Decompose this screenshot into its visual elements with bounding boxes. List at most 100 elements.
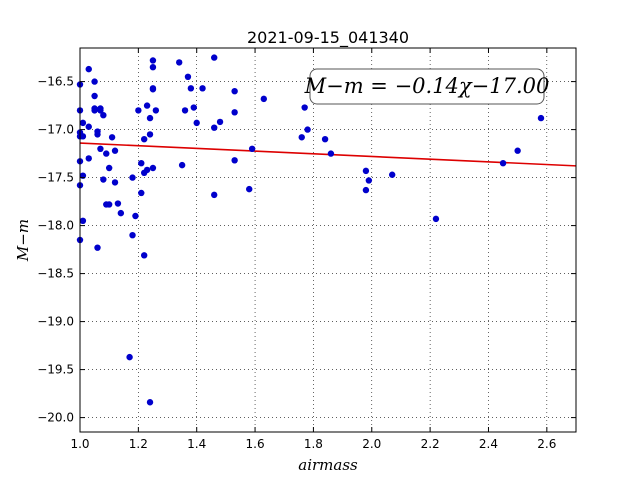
data-point <box>97 145 104 152</box>
data-point <box>181 107 189 114</box>
data-point <box>365 177 373 184</box>
data-point <box>537 114 545 122</box>
data-point <box>140 252 148 259</box>
y-tick-label: −16.5 <box>37 75 74 89</box>
data-point <box>178 161 186 169</box>
data-point <box>140 136 148 143</box>
data-point <box>126 353 133 361</box>
data-point <box>85 155 92 162</box>
points-layer <box>76 54 545 406</box>
chart-title: 2021-09-15_041340 <box>247 28 409 48</box>
data-point <box>231 88 238 95</box>
x-tick-label: 1.8 <box>304 437 323 451</box>
x-tick-label: 1.2 <box>129 437 148 451</box>
data-point <box>91 78 98 85</box>
data-point <box>199 85 206 92</box>
data-point <box>111 179 119 186</box>
data-point <box>79 119 87 127</box>
data-point <box>211 124 218 131</box>
data-point <box>94 244 101 251</box>
x-tick-label: 2.2 <box>421 437 440 451</box>
data-point <box>108 134 116 141</box>
plot-frame <box>79 47 577 433</box>
data-point <box>105 164 113 172</box>
data-point <box>85 123 92 130</box>
data-point <box>231 157 238 164</box>
x-tick-label: 1.4 <box>187 437 206 451</box>
y-axis-ticks: −16.5 −17.0 −17.5 −18.0 −18.5 −19.0 −19.5 −20.0 <box>37 75 576 425</box>
data-point <box>149 86 157 93</box>
data-point <box>514 147 521 154</box>
x-tick-label: 1.6 <box>246 437 265 451</box>
x-tick-label: 2.6 <box>537 437 556 451</box>
data-point <box>190 104 197 111</box>
data-point <box>114 200 122 207</box>
data-point <box>117 209 125 217</box>
data-point <box>97 107 104 114</box>
data-point <box>149 63 157 71</box>
data-point <box>499 160 507 167</box>
data-point <box>143 102 151 109</box>
data-point <box>146 399 154 406</box>
data-point <box>362 167 370 175</box>
data-point <box>362 186 370 194</box>
data-point <box>388 171 396 178</box>
data-point <box>85 65 92 73</box>
x-tick-label: 2.0 <box>362 437 381 451</box>
x-tick-label: 2.4 <box>479 437 498 451</box>
data-point <box>91 107 98 114</box>
data-point <box>132 212 139 220</box>
data-point <box>304 126 311 133</box>
data-point <box>231 109 238 116</box>
data-point <box>146 114 154 122</box>
data-point <box>184 73 192 81</box>
data-point <box>94 131 101 138</box>
y-tick-label: −20.0 <box>37 411 74 425</box>
data-point <box>111 147 119 154</box>
data-point <box>432 215 440 223</box>
data-point <box>138 160 145 167</box>
data-point <box>327 150 335 157</box>
data-point <box>135 107 142 114</box>
y-tick-label: −17.5 <box>37 171 74 185</box>
x-axis-ticks: 1.0 1.2 1.4 1.6 1.8 2.0 2.2 2.4 2.6 <box>70 48 556 451</box>
data-point <box>79 217 87 224</box>
data-point <box>100 112 107 119</box>
data-point <box>211 54 218 61</box>
data-point <box>149 57 157 64</box>
data-point <box>298 134 305 141</box>
data-point <box>79 133 87 140</box>
y-tick-label: −17.0 <box>37 123 74 137</box>
annotation-box <box>309 68 545 105</box>
data-point <box>129 174 136 181</box>
fit-annotation: M−m = −0.14χ−17.00 <box>304 68 550 105</box>
data-point <box>193 119 200 127</box>
data-point <box>216 118 224 126</box>
data-point <box>129 232 136 239</box>
y-tick-label: −18.0 <box>37 219 74 233</box>
data-point <box>260 95 268 103</box>
data-point <box>301 104 308 111</box>
data-point <box>248 145 256 152</box>
annotation-text: M−m = −0.14χ−17.00 <box>304 74 550 98</box>
data-point <box>321 136 329 143</box>
plot-area <box>80 48 576 432</box>
y-tick-label: −19.0 <box>37 315 74 329</box>
y-tick-label: −19.5 <box>37 363 74 377</box>
x-tick-label: 1.0 <box>70 437 89 451</box>
data-point <box>246 185 253 193</box>
y-axis-label: M−m <box>14 219 32 262</box>
data-point <box>105 201 113 208</box>
data-point <box>149 164 157 172</box>
data-point <box>146 131 154 138</box>
x-axis-label: airmass <box>298 456 358 474</box>
data-point <box>143 166 151 174</box>
data-point <box>103 150 110 157</box>
data-point <box>138 189 145 197</box>
y-tick-label: −18.5 <box>37 267 74 281</box>
data-point <box>187 85 195 92</box>
grid <box>79 48 576 432</box>
data-point <box>176 59 183 66</box>
data-point <box>91 92 98 100</box>
